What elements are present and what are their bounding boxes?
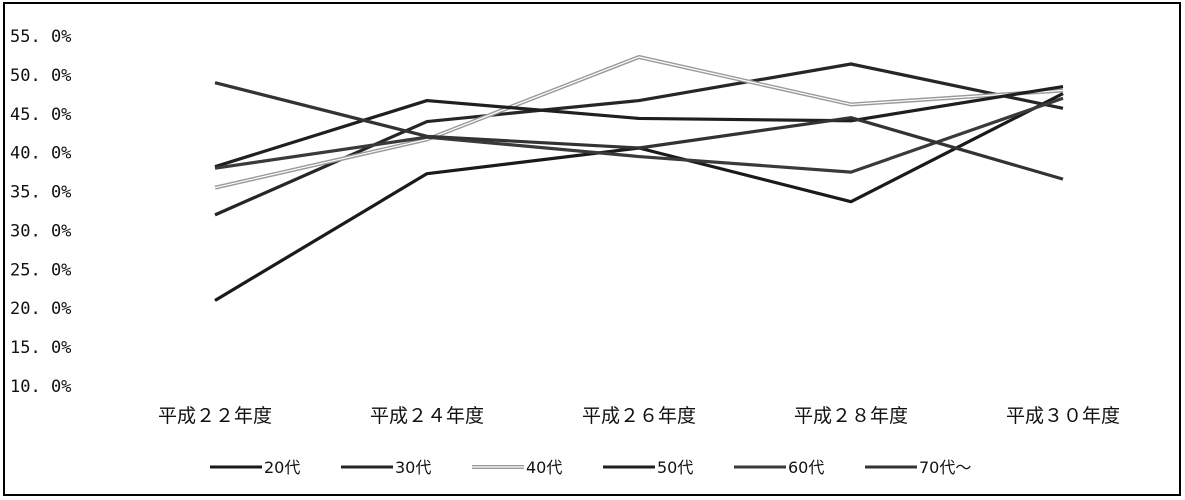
series-line [214, 84, 1064, 169]
series-line-inner [214, 56, 1064, 189]
x-category-label: 平成２２年度 [158, 405, 272, 427]
legend-item: 60代 [734, 458, 824, 477]
series-line [214, 81, 1064, 181]
y-tick-label: 50. 0% [10, 66, 71, 86]
chart-frame [3, 2, 1181, 496]
y-tick-label: 35. 0% [10, 183, 71, 203]
series-lines [214, 55, 1064, 302]
series-line [214, 92, 1064, 302]
legend: 20代 30代 40代 50代 60代 70代～ [210, 458, 971, 477]
series-line [214, 62, 1064, 217]
series-line [214, 96, 1064, 174]
legend-label: 70代～ [919, 458, 971, 477]
x-category-label: 平成３０年度 [1006, 405, 1120, 427]
y-axis-ticks: 10. 0% 15. 0% 20. 0% 25. 0% 30. 0% 35. 0% 40. … [10, 27, 71, 397]
x-category-label: 平成２８年度 [794, 405, 908, 427]
series-line-group [214, 62, 1064, 217]
y-tick-label: 25. 0% [10, 260, 71, 280]
series-line [214, 55, 1064, 190]
legend-item: 20代 [210, 458, 300, 477]
legend-item: 40代 [472, 458, 562, 477]
series-line-group [214, 96, 1064, 174]
legend-label: 50代 [657, 458, 693, 477]
legend-item: 30代 [341, 458, 431, 477]
series-line-group [214, 92, 1064, 302]
series-line-group [214, 84, 1064, 169]
x-axis-categories: 平成２２年度 平成２４年度 平成２６年度 平成２８年度 平成３０年度 [158, 405, 1120, 427]
y-tick-label: 15. 0% [10, 338, 71, 358]
legend-item: 70代～ [865, 458, 971, 477]
legend-label: 40代 [526, 458, 562, 477]
series-line-group [214, 55, 1064, 190]
y-tick-label: 20. 0% [10, 299, 71, 319]
legend-item: 50代 [603, 458, 693, 477]
y-tick-label: 30. 0% [10, 221, 71, 241]
series-line-group [214, 81, 1064, 181]
y-tick-label: 45. 0% [10, 105, 71, 125]
x-category-label: 平成２６年度 [582, 405, 696, 427]
y-tick-label: 10. 0% [10, 377, 71, 397]
y-tick-label: 40. 0% [10, 144, 71, 164]
legend-label: 60代 [788, 458, 824, 477]
legend-label: 30代 [395, 458, 431, 477]
legend-label: 20代 [264, 458, 300, 477]
x-category-label: 平成２４年度 [370, 405, 484, 427]
y-tick-label: 55. 0% [10, 27, 71, 47]
